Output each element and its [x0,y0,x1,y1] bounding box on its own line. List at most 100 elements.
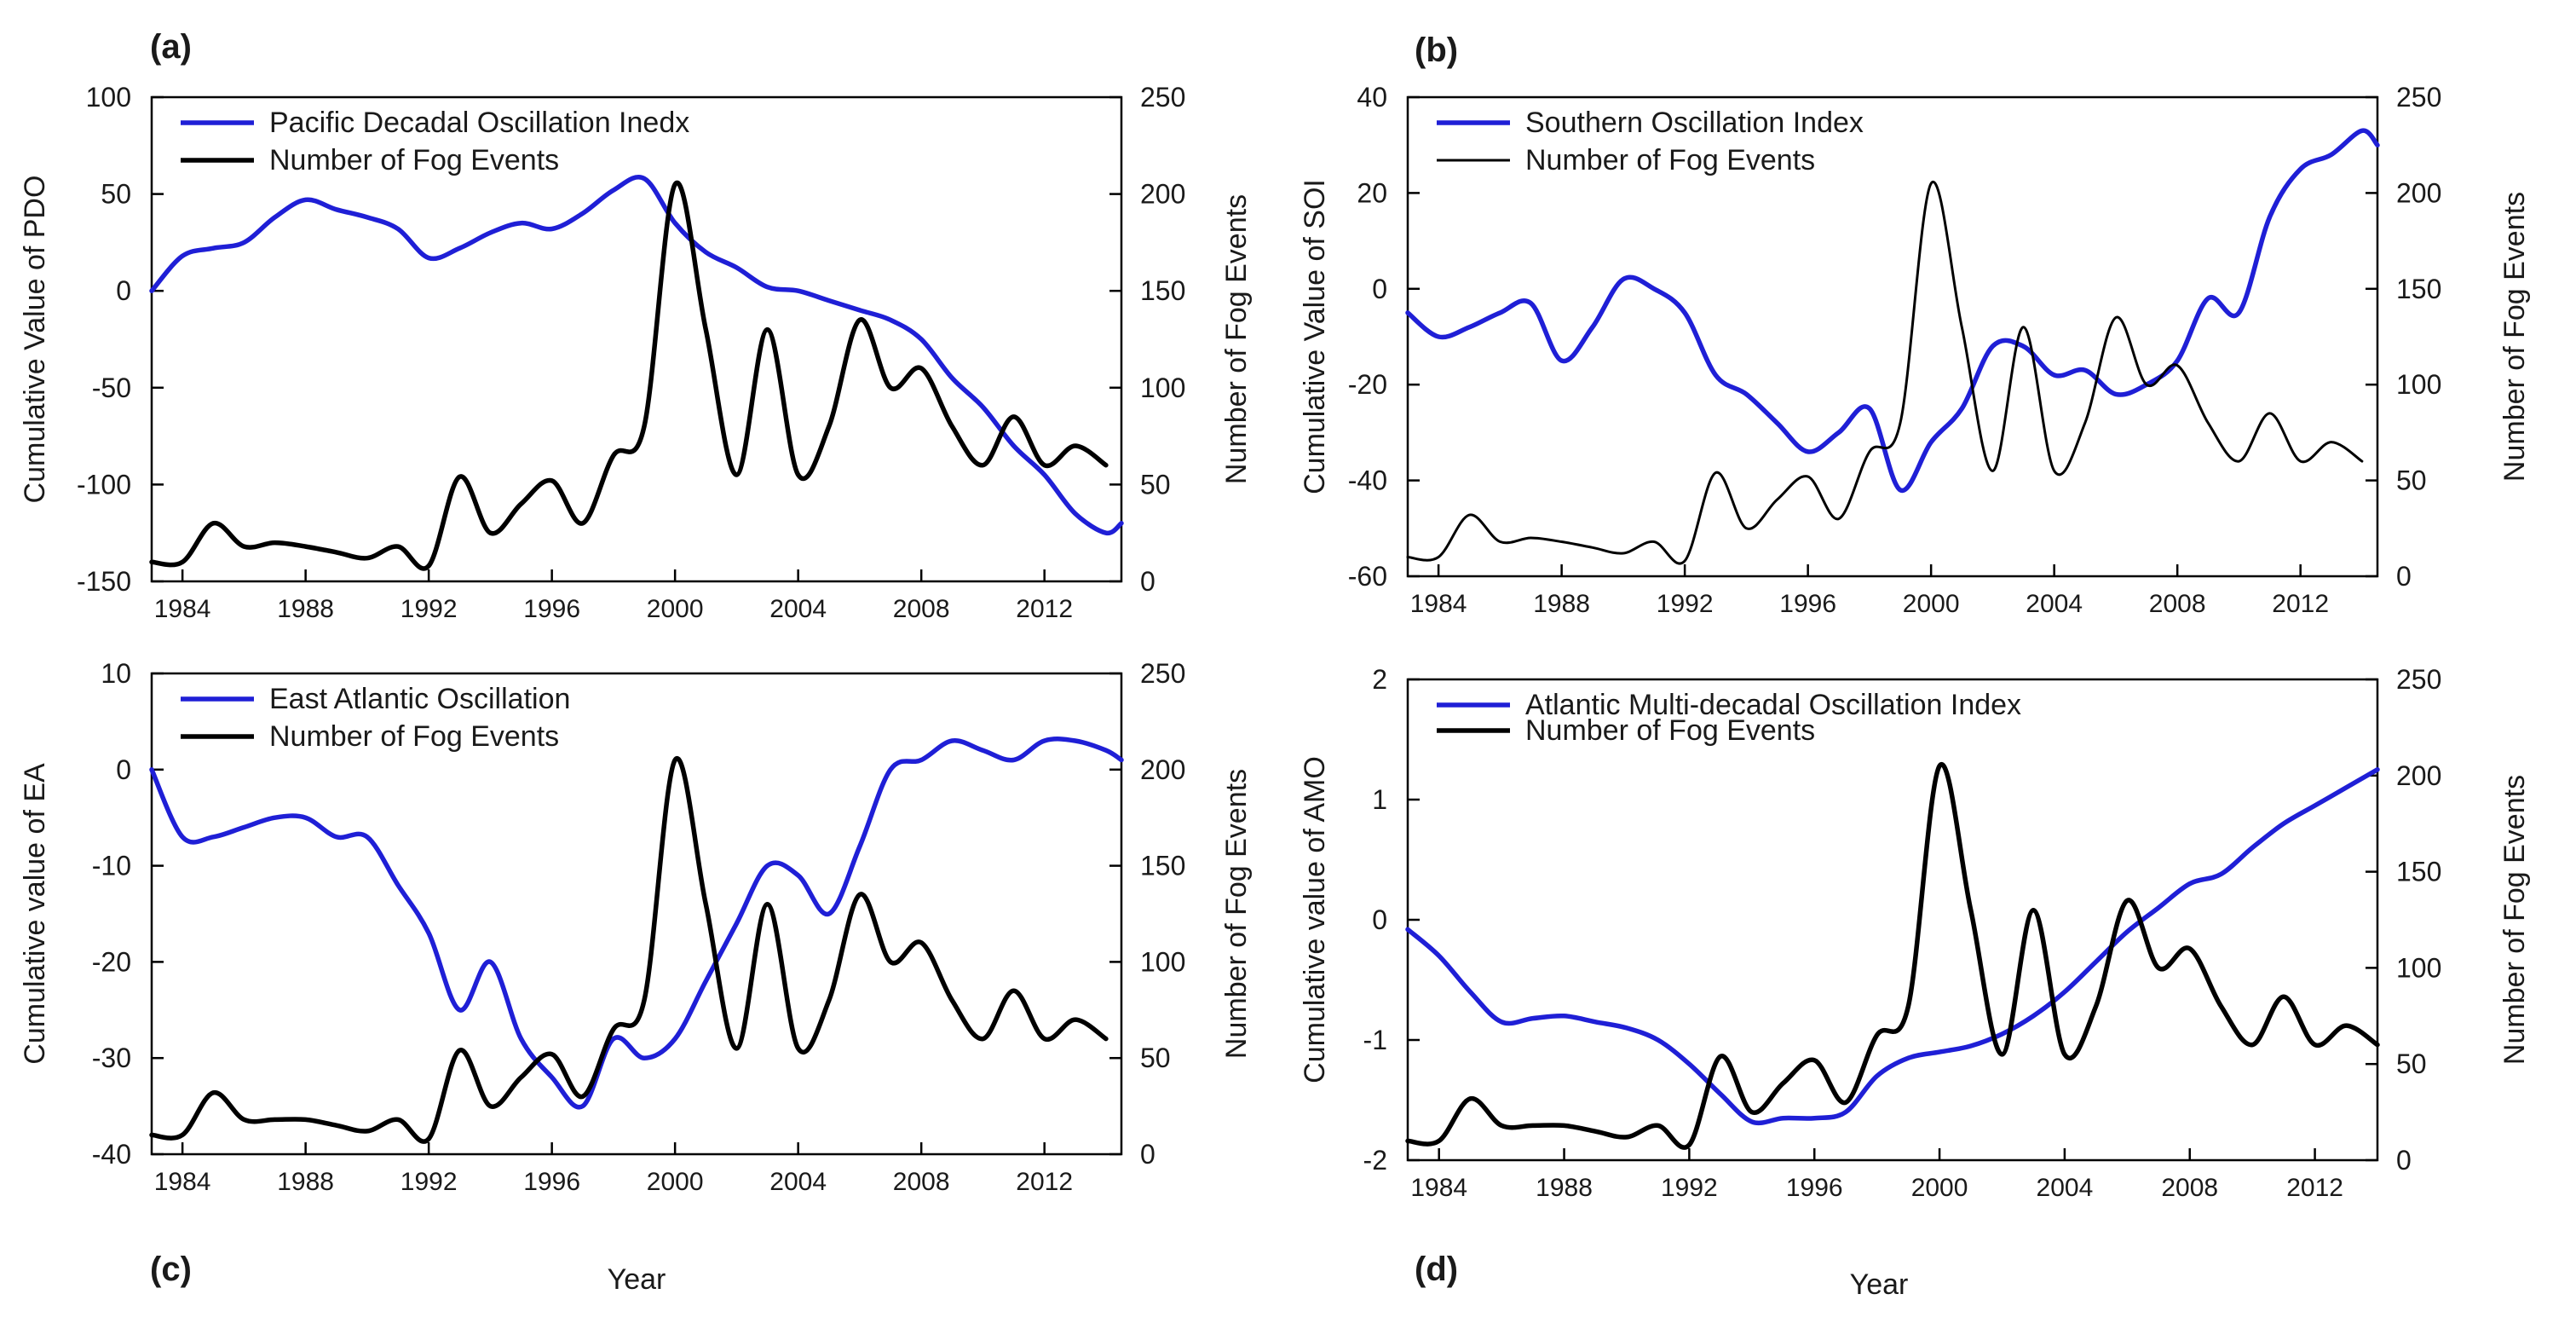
x-axis-label: Year [1850,1268,1909,1301]
x-tick-label: 2012 [2286,1174,2343,1202]
chart-panel-a: 1984 1988 1992 1996 2000 2004 2008 2012-150-100… [19,28,1253,623]
fog-events-series-line [149,755,1109,1144]
y-left-tick-label: -100 [77,469,131,500]
plot-frame [1406,95,2379,578]
y-right-tick-label: 50 [2396,1049,2427,1079]
y-left-axis-label: Cumulative value of EA [19,763,51,1065]
y-left-tick-label: 40 [1357,82,1387,113]
x-tick-label: 1988 [277,595,334,623]
y-right-axis-label: Number of Fog Events [1220,194,1253,484]
y-right-tick-label: 50 [1140,1043,1171,1073]
legend-entry: East Atlantic Oscillation [269,683,570,715]
y-left-tick-label: -50 [92,373,131,403]
y-left-tick-label: 50 [101,179,131,210]
y-right-tick-label: 100 [1140,946,1185,977]
index-series-line [149,737,1124,1110]
x-tick-label: 2012 [1016,595,1073,623]
fog-events-series-line [1405,761,2380,1150]
y-left-tick-label: -150 [77,566,131,597]
y-right-tick-label: 0 [1140,1139,1155,1170]
y-left-tick-label: -1 [1363,1025,1387,1055]
fog-events-series-line [1406,180,2364,565]
y-right-tick-label: 200 [1140,179,1185,210]
chart-panel-b: 1984 1988 1992 1996 2000 2004 2008 2012-60-40-2… [1299,32,2531,618]
x-tick-label: 1996 [523,595,580,623]
x-tick-label: 2008 [2149,590,2206,618]
x-tick-label: 1988 [1536,1174,1593,1202]
x-tick-label: 2008 [893,1168,950,1196]
y-left-tick-label: 0 [116,275,131,306]
index-series-line [1405,767,2380,1126]
panel-label: (b) [1415,32,1458,69]
y-left-tick-label: 20 [1357,177,1387,208]
x-tick-label: 2008 [2161,1174,2218,1202]
chart-panel-c: 1984 1988 1992 1996 2000 2004 2008 2012-40-30-2… [19,658,1253,1296]
x-tick-label: 2012 [2272,590,2329,618]
x-tick-label: 2000 [647,1168,704,1196]
y-left-tick-label: -20 [1348,369,1387,400]
y-left-tick-label: -10 [92,851,131,881]
x-tick-label: 1992 [1657,590,1714,618]
y-right-tick-label: 150 [1140,275,1185,306]
x-tick-label: 1996 [1779,590,1836,618]
x-tick-label: 1992 [1661,1174,1718,1202]
x-tick-label: 2004 [769,1168,827,1196]
chart-panel-d: 1984 1988 1992 1996 2000 2004 2008 2012-2-10120… [1299,664,2531,1301]
plot-frame [1406,678,2379,1162]
x-tick-label: 2000 [1911,1174,1968,1202]
x-tick-label: 2004 [2026,590,2083,618]
y-left-tick-label: -60 [1348,561,1387,592]
y-left-tick-label: 100 [86,82,131,113]
y-left-tick-label: -30 [92,1043,131,1073]
y-right-tick-label: 200 [2396,760,2441,791]
x-tick-label: 1984 [1410,590,1467,618]
plot-frame [150,95,1123,583]
y-right-tick-label: 250 [1140,82,1185,113]
x-tick-label: 2000 [1903,590,1960,618]
index-series-line [149,175,1124,536]
y-right-tick-label: 0 [2396,1145,2412,1176]
legend-entry: Number of Fog Events [1525,144,1815,176]
y-right-tick-label: 150 [2396,857,2441,887]
legend-entry: Number of Fog Events [1525,714,1815,747]
fog-events-series-line [149,180,1109,571]
y-right-tick-label: 50 [1140,469,1171,500]
y-right-tick-label: 100 [1140,373,1185,403]
y-right-tick-label: 250 [2396,664,2441,695]
y-right-tick-label: 0 [2396,561,2412,592]
legend-entry: Number of Fog Events [269,144,559,176]
x-tick-label: 1984 [1410,1174,1467,1202]
y-right-tick-label: 250 [1140,658,1185,689]
x-tick-label: 1996 [523,1168,580,1196]
y-right-tick-label: 200 [2396,177,2441,208]
y-left-axis-label: Cumulative Value of SOI [1299,179,1331,494]
y-left-tick-label: 0 [1372,274,1387,304]
y-left-axis-label: Cumulative value of AMO [1299,756,1331,1083]
y-right-tick-label: 150 [1140,851,1185,881]
y-left-tick-label: -2 [1363,1145,1387,1176]
panel-label: (c) [150,1251,192,1288]
y-left-tick-label: -40 [92,1139,131,1170]
y-right-tick-label: 100 [2396,952,2441,983]
x-tick-label: 1988 [277,1168,334,1196]
y-left-tick-label: -40 [1348,465,1387,496]
x-tick-label: 1988 [1533,590,1590,618]
y-right-axis-label: Number of Fog Events [2498,192,2531,482]
legend-entry: Southern Oscillation Index [1525,107,1864,139]
y-right-tick-label: 200 [1140,754,1185,785]
x-tick-label: 1984 [154,595,211,623]
y-left-tick-label: 0 [1372,904,1387,935]
legend-entry: Atlantic Multi-decadal Oscillation Index [1525,689,2021,721]
x-tick-label: 2000 [647,595,704,623]
panel-label: (d) [1415,1251,1458,1288]
panel-label: (a) [150,28,192,66]
y-right-tick-label: 250 [2396,82,2441,113]
legend-entry: Number of Fog Events [269,720,559,753]
y-right-tick-label: 150 [2396,274,2441,304]
y-right-tick-label: 100 [2396,369,2441,400]
y-left-tick-label: 1 [1372,784,1387,815]
y-left-tick-label: 0 [116,754,131,785]
x-tick-label: 1984 [154,1168,211,1196]
y-left-tick-label: 2 [1372,664,1387,695]
